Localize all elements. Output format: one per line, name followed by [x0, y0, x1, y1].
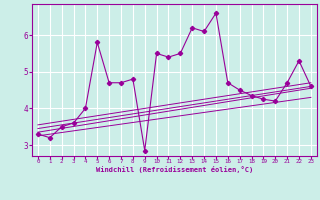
X-axis label: Windchill (Refroidissement éolien,°C): Windchill (Refroidissement éolien,°C) [96, 166, 253, 173]
